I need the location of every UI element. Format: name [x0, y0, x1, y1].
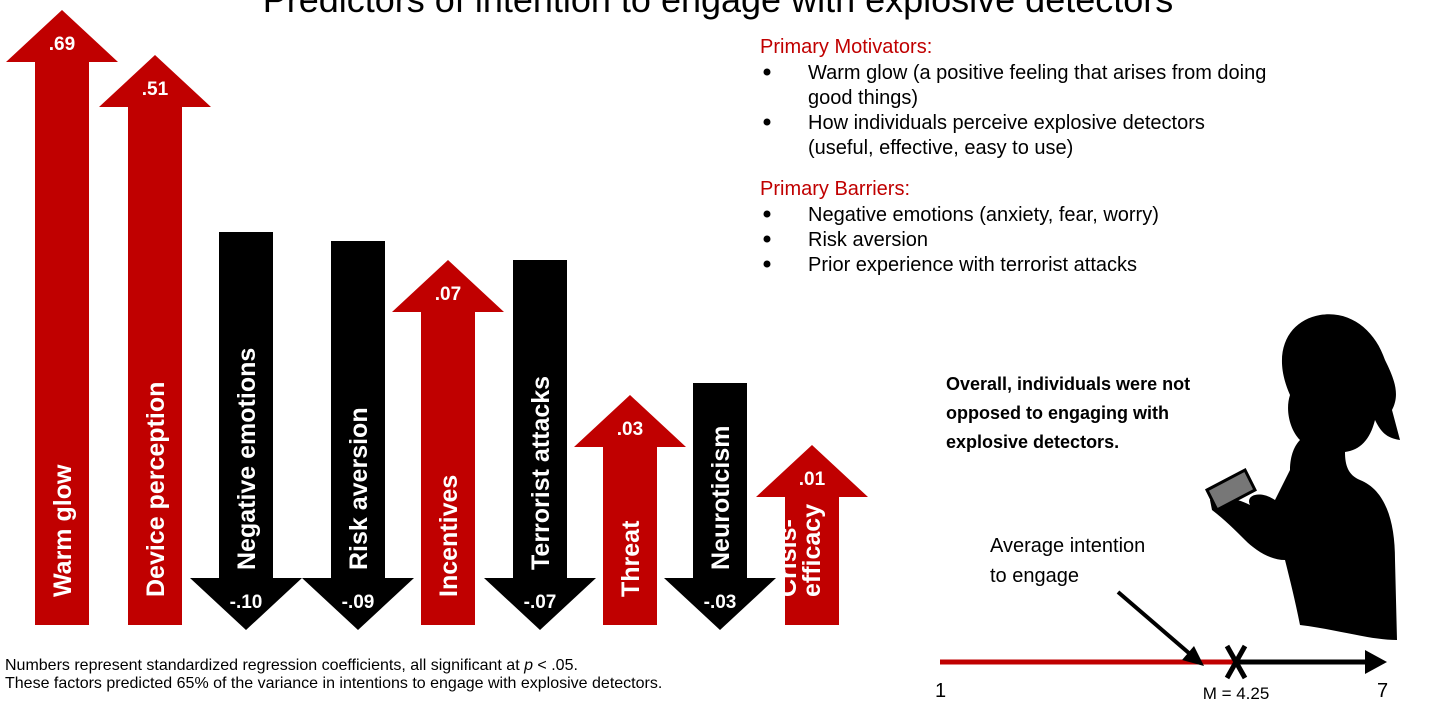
pointer-head	[1182, 646, 1204, 666]
scale-arrowhead	[1365, 650, 1387, 674]
arrow-value: .01	[799, 469, 826, 490]
title: Predictors of intention to engage with e…	[263, 0, 1174, 20]
arrow-label: Crisis-	[774, 519, 802, 597]
arrow-label: Terrorist attacks	[527, 376, 555, 570]
arrow-value: .03	[617, 419, 643, 440]
arrow-label: Negative emotions	[233, 348, 261, 570]
average-label: Average intention	[990, 535, 1145, 557]
footnote-text: < .05.	[533, 657, 578, 674]
footnote-italic: p	[523, 657, 533, 674]
mean-mark	[1224, 644, 1248, 680]
bullet-text: good things)	[808, 87, 918, 109]
arrow-value: -.09	[342, 592, 375, 613]
overall-text: explosive detectors.	[946, 432, 1119, 452]
arrow-label: Neuroticism	[707, 426, 735, 570]
silhouette	[1210, 314, 1400, 640]
arrow	[392, 260, 504, 625]
bullet-text: Prior experience with terrorist attacks	[808, 254, 1137, 276]
overall-text: opposed to engaging with	[946, 403, 1169, 423]
footnote-text: Numbers represent standardized regressio…	[5, 657, 524, 674]
bullet	[763, 210, 771, 218]
average-label: to engage	[990, 565, 1079, 587]
bullet-text: Warm glow (a positive feeling that arise…	[808, 62, 1266, 84]
scale-min: 1	[935, 680, 946, 702]
arrow-value: .07	[435, 284, 461, 305]
bullet-text: (useful, effective, easy to use)	[808, 137, 1073, 159]
arrow	[190, 232, 302, 630]
bullet	[763, 118, 771, 126]
arrow	[574, 395, 686, 625]
scale-max: 7	[1377, 680, 1388, 702]
bullet	[763, 68, 771, 76]
arrow	[756, 445, 868, 625]
arrow	[6, 10, 118, 625]
overall-text: Overall, individuals were not	[946, 374, 1190, 394]
arrow-label: Device perception	[142, 382, 170, 597]
scale-mean: M = 4.25	[1203, 684, 1270, 703]
arrow-label: Warm glow	[49, 464, 77, 597]
footnote: These factors predicted 65% of the varia…	[5, 675, 662, 692]
section-heading: Primary Barriers:	[760, 178, 910, 200]
bullet-text: How individuals perceive explosive detec…	[808, 112, 1205, 134]
arrow-value: -.03	[704, 592, 737, 613]
arrow-value: .69	[49, 34, 75, 55]
footnote: Numbers represent standardized regressio…	[5, 657, 578, 674]
arrow	[484, 260, 596, 630]
bullet	[763, 260, 771, 268]
pointer	[1116, 590, 1192, 656]
arrow-value: -.10	[230, 592, 263, 613]
arrow-label: Risk aversion	[345, 407, 373, 570]
bullet-text: Negative emotions (anxiety, fear, worry)	[808, 204, 1159, 226]
arrow	[664, 383, 776, 630]
arrow	[302, 241, 414, 630]
arrow	[99, 55, 211, 625]
bullet-text: Risk aversion	[808, 229, 928, 251]
arrow-value: .51	[142, 79, 169, 100]
phone	[1205, 467, 1257, 513]
bullet	[763, 235, 771, 243]
section-heading: Primary Motivators:	[760, 36, 932, 58]
arrow-value: -.07	[524, 592, 557, 613]
arrow-label: efficacy	[798, 504, 826, 597]
arrow-label: Threat	[617, 520, 645, 597]
arrow-label: Incentives	[435, 475, 463, 597]
